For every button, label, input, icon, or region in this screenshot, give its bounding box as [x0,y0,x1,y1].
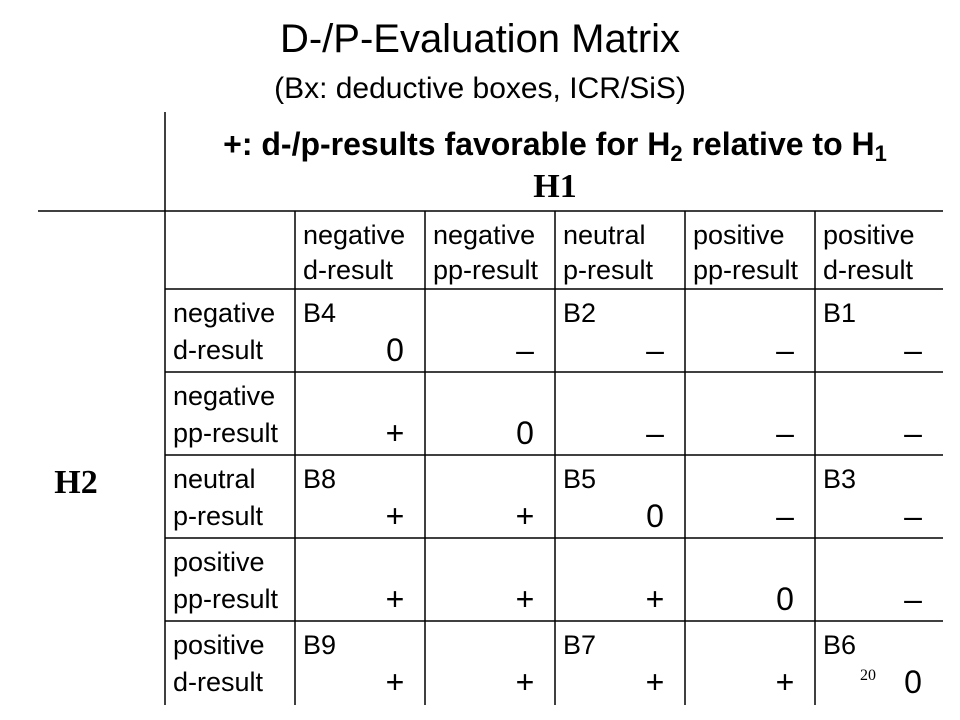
cell-symbol: + [516,581,535,617]
box-label: B5 [563,464,596,494]
cell-symbol: 0 [646,498,664,534]
cell-symbol: – [776,415,794,451]
column-header: negative [303,220,405,250]
row-header: positive [173,547,265,577]
row-header: positive [173,630,265,660]
cell-symbol: + [386,581,405,617]
row-header: pp-result [173,584,279,614]
cell-symbol: 0 [386,332,404,368]
cell-symbol: – [646,332,664,368]
column-header: pp-result [693,255,799,285]
column-header: positive [693,220,785,250]
cell-symbol: – [516,332,534,368]
row-header: p-result [173,501,264,531]
cell-symbol: 0 [904,664,922,700]
cell-symbol: – [904,498,922,534]
cell-symbol: – [904,332,922,368]
box-label: B2 [563,298,596,328]
title: D-/P-Evaluation Matrix [280,17,680,61]
cell-symbol: + [646,581,665,617]
box-label: B6 [823,630,856,660]
column-header: p-result [563,255,654,285]
box-label: B1 [823,298,856,328]
cell-symbol: – [646,415,664,451]
cell-symbol: + [516,664,535,700]
header-text: +: d-/p-results favorable for H [223,126,670,162]
page-number: 20 [860,667,876,684]
box-label: B3 [823,464,856,494]
cell-symbol: – [904,581,922,617]
cell-symbol: + [776,664,795,700]
box-label: B7 [563,630,596,660]
column-header: pp-result [433,255,539,285]
column-axis-label: H1 [533,168,576,205]
cell-symbol: – [776,332,794,368]
box-label: B4 [303,298,336,328]
row-header: pp-result [173,418,279,448]
matrix-header: +: d-/p-results favorable for H2 relativ… [223,126,887,166]
subtitle: (Bx: deductive boxes, ICR/SiS) [274,72,686,105]
cell-symbol: – [776,498,794,534]
row-header: d-result [173,335,264,365]
box-label: B9 [303,630,336,660]
column-header: negative [433,220,535,250]
cell-symbol: 0 [776,581,794,617]
cell-symbol: + [386,664,405,700]
column-header: positive [823,220,915,250]
header-text: relative to H [683,126,875,162]
row-axis-label: H2 [54,464,97,501]
cell-symbol: + [386,415,405,451]
cell-symbol: + [516,498,535,534]
row-header: d-result [173,667,264,697]
box-label: B8 [303,464,336,494]
column-header: d-result [303,255,394,285]
column-header: neutral [563,220,646,250]
row-header: neutral [173,464,256,494]
row-header: negative [173,381,275,411]
cell-symbol: + [386,498,405,534]
cell-symbol: 0 [516,415,534,451]
header-subscript: 1 [875,141,887,166]
row-header: negative [173,298,275,328]
cell-symbol: – [904,415,922,451]
cell-symbol: + [646,664,665,700]
header-subscript: 2 [670,141,682,166]
column-header: d-result [823,255,914,285]
